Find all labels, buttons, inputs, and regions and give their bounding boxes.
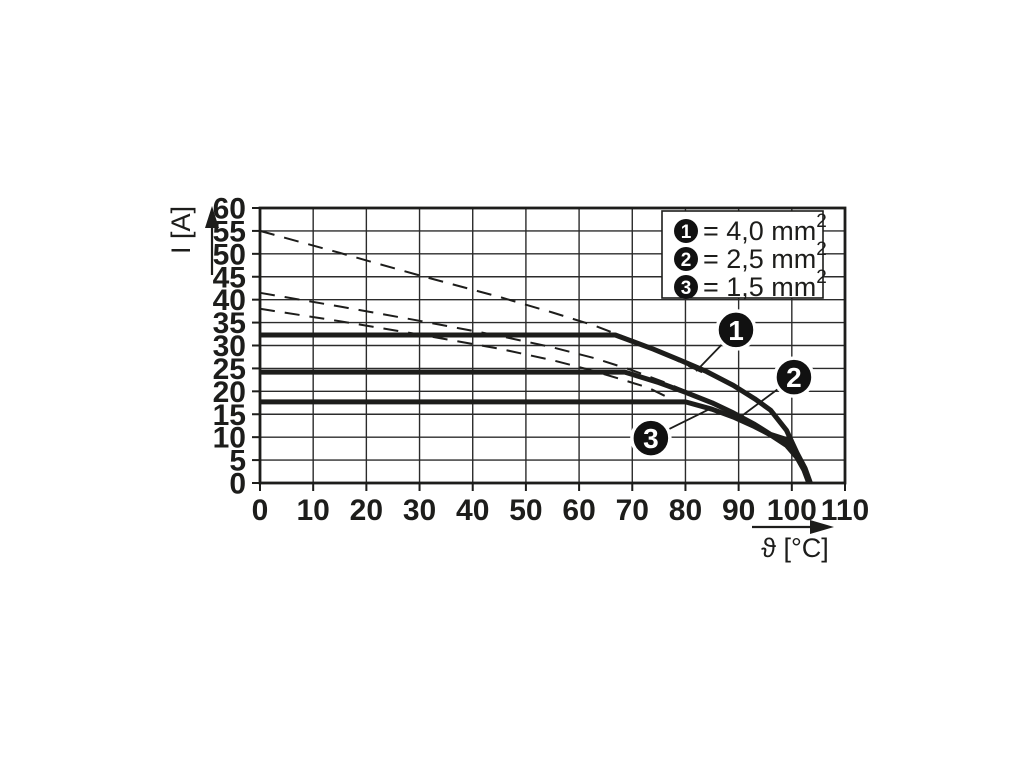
y-tick-label: 5	[229, 445, 246, 478]
curve-callouts: 1 2 3	[630, 309, 815, 459]
y-tick-label: 15	[213, 399, 246, 432]
x-tick-label: 60	[562, 494, 595, 527]
dashed-line-dashed-middle	[259, 291, 686, 392]
dashed-line-dashed-lower	[259, 307, 670, 400]
legend-entry-label: = 4,0 mm2	[703, 211, 827, 246]
x-tick-label: 50	[509, 494, 542, 527]
y-tick-label: 40	[213, 284, 246, 317]
y-tick-label: 35	[213, 307, 246, 340]
dashed-line-dashed-upper	[259, 229, 708, 376]
curve-curve-2-2,5mm2	[260, 369, 812, 484]
y-tick-label: 0	[229, 468, 246, 501]
legend-marker-1	[674, 219, 698, 243]
x-axis-title-group: ϑ [°C]	[752, 520, 834, 563]
legend-marker-2	[674, 247, 698, 271]
x-tick-label: 70	[616, 494, 649, 527]
x-tick-label: 20	[350, 494, 383, 527]
x-axis-title: ϑ [°C]	[761, 533, 829, 563]
callout-bubble-1	[715, 309, 757, 351]
x-tick-label: 10	[296, 494, 329, 527]
y-axis-title: I [A]	[166, 206, 196, 254]
callout-number-2: 2	[786, 362, 802, 393]
y-axis-title-group: I [A]	[166, 206, 219, 275]
axis-ticks	[252, 207, 846, 491]
x-tick-label: 90	[722, 494, 755, 527]
callout-number-1: 1	[728, 315, 744, 346]
y-tick-label: 25	[213, 353, 246, 386]
y-tick-label: 50	[213, 238, 246, 271]
y-tick-label: 10	[213, 422, 246, 455]
x-tick-label: 100	[767, 494, 817, 527]
legend-box: 1 = 4,0 mm2 2 = 2,5 mm2 3 = 1,5 mm2	[661, 210, 827, 302]
callout-bubble-3	[630, 417, 672, 459]
x-tick-label: 110	[821, 494, 869, 527]
x-tick-label: 30	[403, 494, 436, 527]
curve-curve-3-1,5mm2	[260, 399, 812, 484]
legend-marker-3	[674, 275, 698, 299]
y-axis-arrow-head	[205, 206, 219, 228]
legend-marker-number: 2	[681, 250, 692, 271]
legend-marker-number: 3	[681, 278, 692, 299]
callout-number-3: 3	[643, 423, 659, 454]
callout-bubble-2	[773, 356, 815, 398]
x-tick-labels: 0 10 20 30 40 50 60 70 80 90 100 110	[252, 494, 870, 527]
y-tick-label: 20	[213, 376, 246, 409]
legend-entry-label: = 1,5 mm2	[703, 267, 827, 302]
legend-marker-number: 1	[681, 222, 692, 243]
y-tick-label: 45	[213, 261, 246, 294]
x-tick-label: 0	[252, 494, 269, 527]
y-tick-label: 30	[213, 330, 246, 363]
x-axis-arrow-head	[810, 520, 834, 534]
y-tick-label: 60	[213, 193, 246, 226]
derating-curves	[260, 332, 813, 484]
legend-entry-label: = 2,5 mm2	[703, 239, 827, 274]
y-tick-label: 55	[213, 215, 246, 248]
x-tick-label: 80	[669, 494, 702, 527]
x-tick-label: 40	[456, 494, 489, 527]
